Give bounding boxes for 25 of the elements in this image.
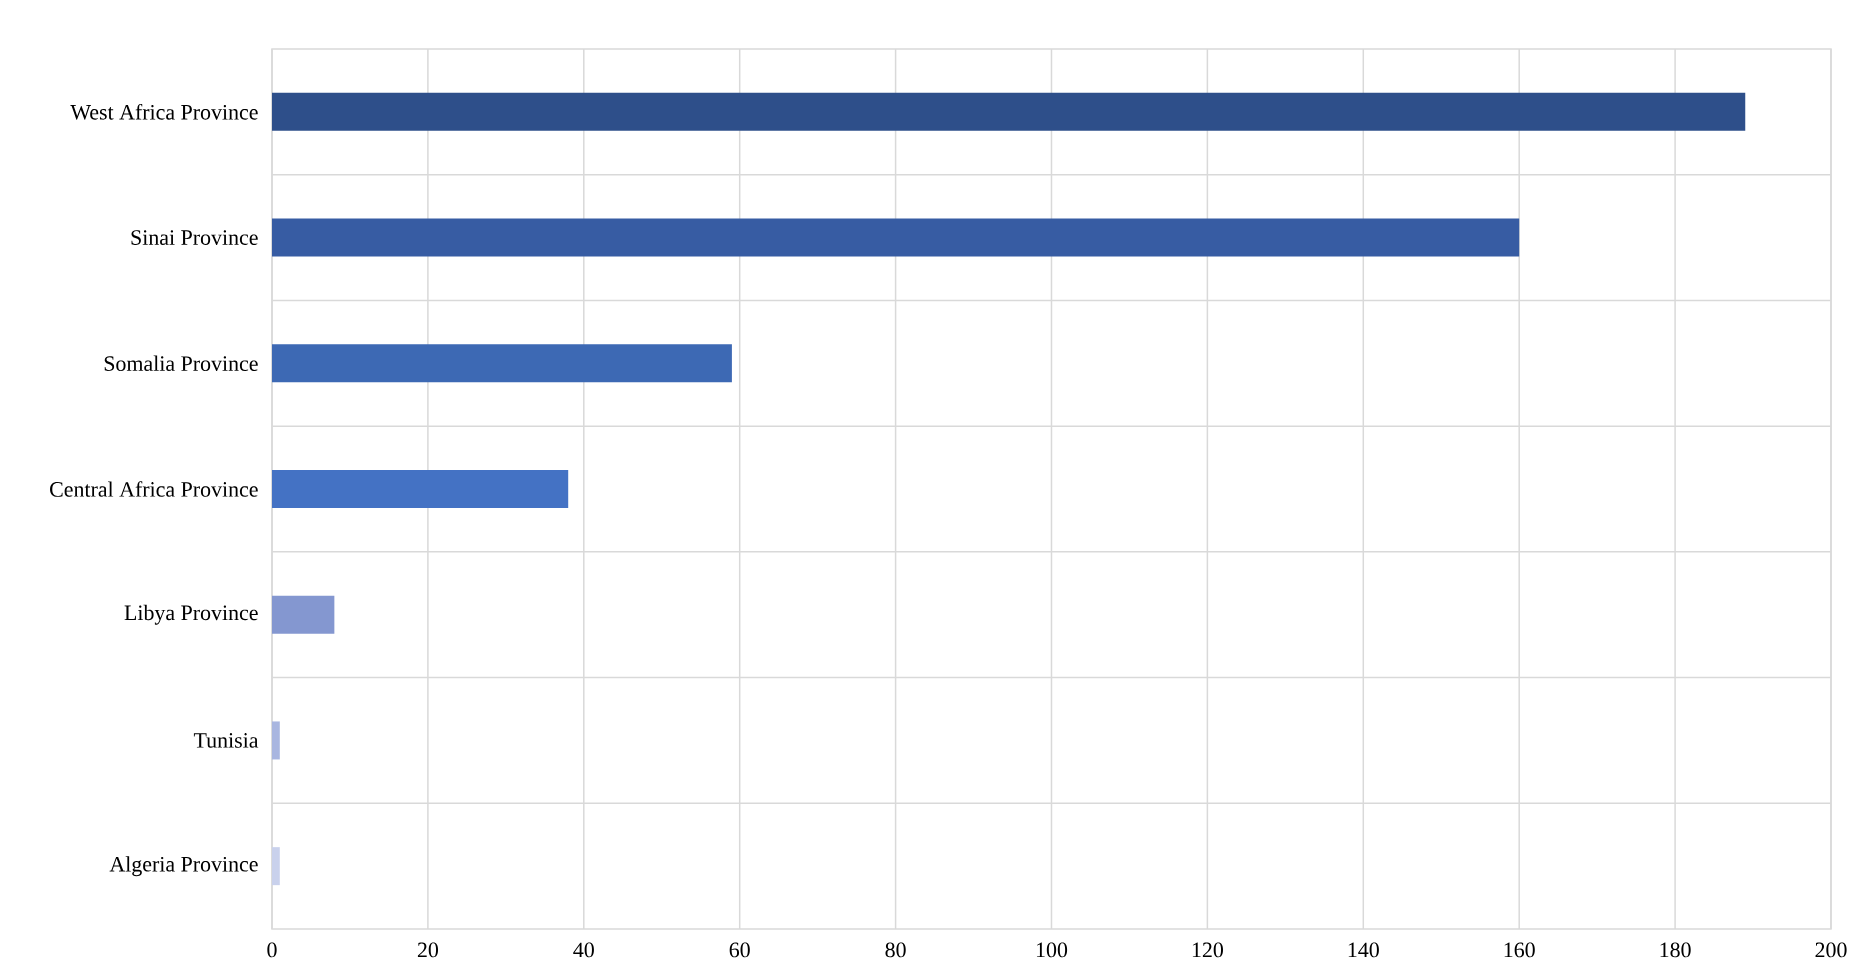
y-tick-label: Sinai Province xyxy=(131,230,258,245)
bar xyxy=(272,721,280,760)
bar xyxy=(272,847,280,886)
x-tick-label: 180 xyxy=(1660,942,1691,958)
x-tick-label: 60 xyxy=(729,942,750,958)
y-tick-label: Central Africa Province xyxy=(50,481,258,497)
x-tick-label: 20 xyxy=(417,942,439,958)
x-tick-label: 40 xyxy=(573,942,594,958)
bar xyxy=(272,344,732,383)
bar xyxy=(272,92,1746,131)
bar xyxy=(272,218,1520,257)
y-tick-label: Libya Province xyxy=(124,604,258,625)
x-tick-label: 0 xyxy=(267,942,277,958)
bar xyxy=(272,595,335,634)
x-tick-label: 120 xyxy=(1192,942,1223,958)
x-tick-label: 100 xyxy=(1036,942,1068,958)
y-tick-label: Somalia Province xyxy=(104,355,258,372)
x-tick-label: 200 xyxy=(1815,942,1847,958)
y-tick-label: Tunisia xyxy=(193,733,259,748)
x-tick-label: 140 xyxy=(1348,942,1379,958)
y-tick-label: Algeria Province xyxy=(109,856,258,877)
bar xyxy=(272,470,569,509)
x-tick-label: 80 xyxy=(885,942,906,958)
y-tick-label: West Africa Province xyxy=(70,103,258,120)
x-tick-label: 160 xyxy=(1504,942,1535,958)
